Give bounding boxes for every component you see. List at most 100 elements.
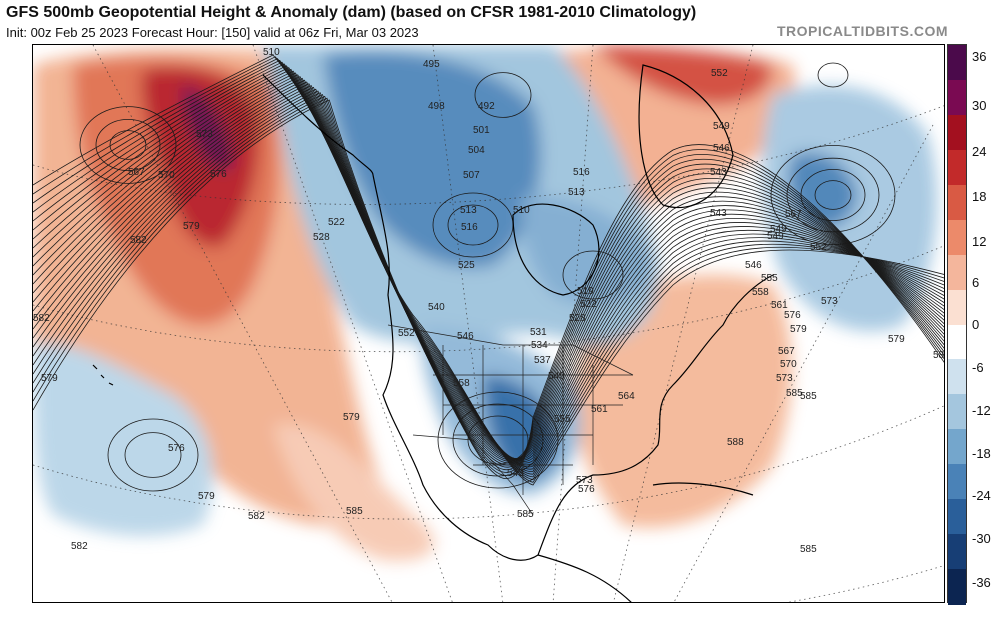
- positive-anomaly-mexico: [273, 423, 435, 561]
- contour-label: 564: [618, 391, 635, 402]
- height-contour: [33, 95, 944, 473]
- contour-label: 585: [346, 506, 363, 517]
- contour-label: 510: [263, 47, 280, 58]
- colorbar-swatch: [948, 184, 966, 221]
- contour-label: 588: [727, 437, 744, 448]
- negative-anomaly-canada-core: [323, 51, 541, 268]
- colorbar-tick-label: 24: [972, 144, 987, 159]
- contour-label: 579: [183, 221, 200, 232]
- height-contour: [814, 180, 852, 210]
- colorbar-tick-label: -36: [972, 575, 991, 590]
- height-contour: [107, 418, 199, 492]
- contour-label: 522: [328, 217, 345, 228]
- anomaly-shading: [33, 45, 938, 561]
- contour-label: 573: [576, 475, 593, 486]
- contour-label: 576: [210, 169, 227, 180]
- contour-label: 552: [711, 68, 728, 79]
- height-contour: [437, 391, 559, 489]
- contour-label-layer: 510 495 498 492 501 504 507 513 510 516 516 513 522 5…: [33, 47, 944, 555]
- contour-label: 579: [790, 324, 807, 335]
- colorbar-swatch: [948, 114, 966, 151]
- colorbar-swatch: [948, 569, 966, 605]
- chart-title: GFS 500mb Geopotential Height & Anomaly …: [6, 4, 697, 21]
- contour-label: 549: [713, 121, 730, 132]
- contour-label: 492: [478, 101, 495, 112]
- contour-label: 552: [810, 242, 827, 253]
- contour-label: 501: [473, 125, 490, 136]
- colorbar-tick-label: -18: [972, 446, 991, 461]
- contour-label: 573: [776, 373, 793, 384]
- colorbar-tick-label: 30: [972, 98, 987, 113]
- contour-label: 576: [784, 310, 801, 321]
- central-america-outline: [537, 554, 632, 602]
- negative-anomaly-subtropical-pacific: [33, 343, 213, 536]
- colorbar-swatch: [948, 394, 966, 431]
- contour-label: 570: [158, 170, 175, 181]
- contour-label: 567: [778, 346, 795, 357]
- colorbar-swatch: [948, 219, 966, 256]
- colorbar-swatch: [948, 499, 966, 536]
- contour-label: 504: [468, 145, 485, 156]
- contour-label: 513: [568, 187, 585, 198]
- brand-watermark: TROPICALTIDBITS.COM: [776, 23, 948, 39]
- height-contour: [79, 106, 177, 184]
- height-contour: [33, 79, 944, 459]
- contour-label: 528: [569, 313, 586, 324]
- height-contour: [467, 415, 529, 465]
- contour-label: 558: [453, 378, 470, 389]
- anomaly-colorbar: [947, 44, 967, 605]
- height-contour: [562, 250, 624, 300]
- contour-label: 495: [423, 59, 440, 70]
- us-canada-border: [387, 324, 634, 376]
- contour-label: 576: [578, 484, 595, 495]
- height-contour: [124, 432, 182, 478]
- contour-label: 555: [554, 414, 571, 425]
- contour-label: 540: [548, 371, 565, 382]
- contour-label: 558: [752, 287, 769, 298]
- height-contour: [33, 76, 944, 460]
- contour-label: 516: [573, 167, 590, 178]
- contour-label: 543: [710, 167, 727, 178]
- contour-label: 543: [710, 208, 727, 219]
- height-contour: [33, 99, 944, 479]
- contour-label: 567: [785, 209, 802, 220]
- contour-label: 561: [591, 404, 608, 415]
- contour-label: 585: [517, 509, 534, 520]
- contour-label: 519: [577, 286, 594, 297]
- height-contour: [447, 204, 499, 246]
- colorbar-swatch: [948, 289, 966, 326]
- height-contour: [33, 72, 944, 462]
- height-contours: [33, 54, 944, 492]
- colorbar-swatch: [948, 429, 966, 466]
- greenland-outline: [638, 64, 734, 209]
- contour-label: 543: [507, 468, 524, 479]
- contour-label: 510: [513, 205, 530, 216]
- height-contour: [452, 403, 544, 477]
- colorbar-tick-label: -30: [972, 531, 991, 546]
- coastlines: [92, 64, 774, 602]
- contour-label: 570: [780, 359, 797, 370]
- contour-label: 582: [248, 511, 265, 522]
- positive-anomaly-greenland-core: [593, 45, 773, 105]
- hudson-bay-outline: [512, 203, 600, 296]
- colorbar-tick-label: -24: [972, 488, 991, 503]
- height-contour: [800, 169, 866, 221]
- contour-label: 585: [786, 388, 803, 399]
- colorbar-tick-label: -6: [972, 360, 984, 375]
- contour-label: 498: [428, 101, 445, 112]
- height-contour: [33, 83, 944, 460]
- height-contour: [33, 74, 944, 461]
- contour-label: 546: [457, 331, 474, 342]
- us-mexico-border: [412, 434, 534, 516]
- contour-label: 585: [800, 544, 817, 555]
- colorbar-tick-label: 0: [972, 317, 980, 332]
- height-contour: [770, 145, 896, 245]
- gulf-coast-outline: [537, 274, 774, 556]
- colorbar-swatch: [948, 254, 966, 291]
- colorbar-swatch: [948, 324, 966, 361]
- colorbar-tick-label: 18: [972, 189, 987, 204]
- map-panel: 510 495 498 492 501 504 507 513 510 516 516 513 522 5…: [32, 44, 945, 603]
- alaska-outline: [262, 74, 374, 176]
- negative-anomaly-north-atlantic-core: [788, 152, 858, 229]
- contour-label: 573: [196, 129, 213, 140]
